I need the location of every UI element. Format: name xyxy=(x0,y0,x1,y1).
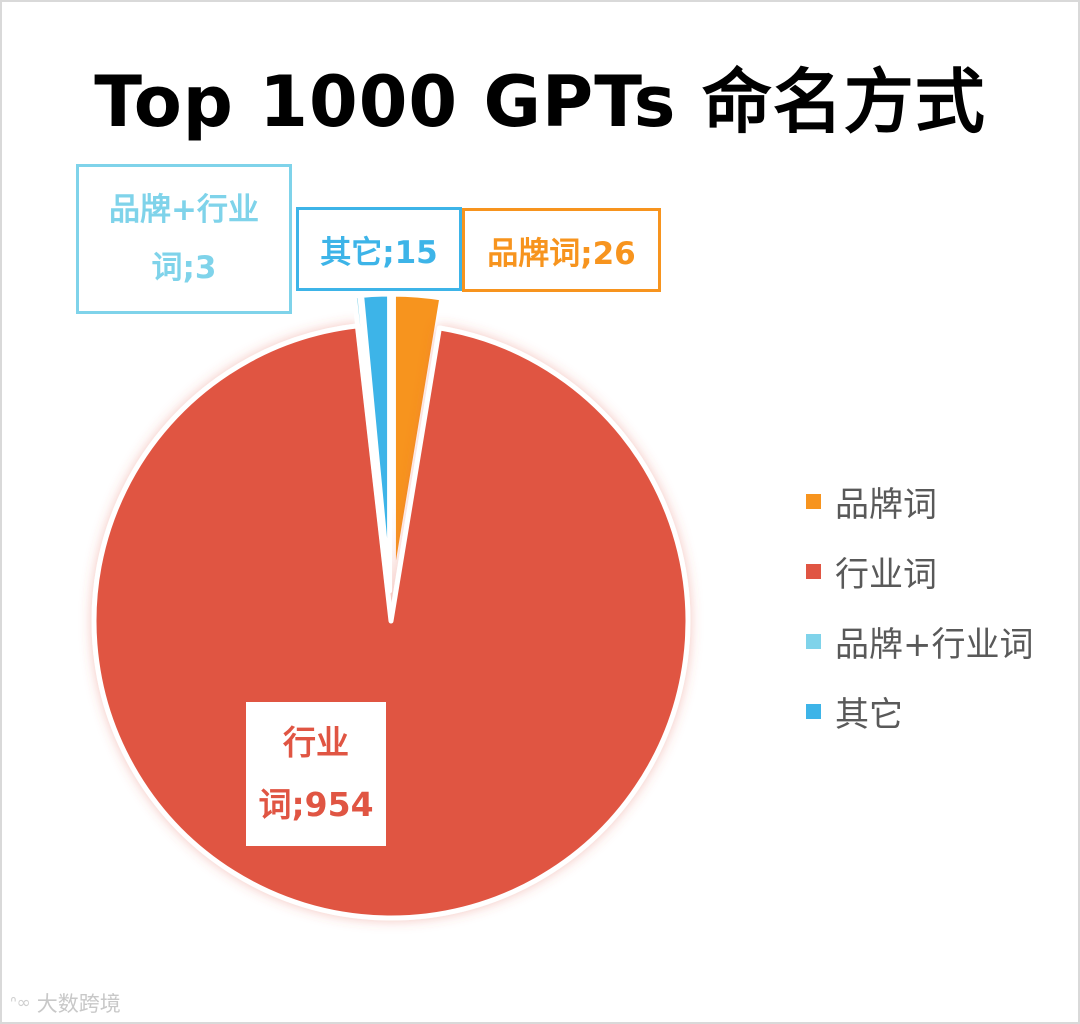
data-label-industry: 行业 词;954 xyxy=(246,702,386,846)
legend-swatch-icon xyxy=(806,633,821,649)
legend-item-brand-industry[interactable]: 品牌+行业词 xyxy=(806,606,1034,676)
legend-swatch-icon xyxy=(806,493,821,509)
pie-slice-industry[interactable] xyxy=(91,323,691,921)
data-label-other: 其它;15 xyxy=(296,207,462,291)
data-label-industry-line1: 行业 xyxy=(283,723,349,762)
watermark-text: 大数跨境 xyxy=(36,992,121,1016)
legend-label: 其它 xyxy=(835,694,903,735)
data-label-industry-line2: 词;954 xyxy=(258,785,374,824)
legend-label: 品牌词 xyxy=(835,484,937,525)
pie-slice-brand[interactable] xyxy=(390,291,445,594)
legend-item-industry[interactable]: 行业词 xyxy=(806,536,1034,606)
legend-swatch-icon xyxy=(806,563,821,579)
data-label-brand-industry-line1: 品牌+行业 xyxy=(109,192,259,228)
watermark: ᐢ∞ 大数跨境 xyxy=(10,988,121,1018)
data-label-brand-industry-line2: 词;3 xyxy=(151,250,217,286)
chart-title: Top 1000 GPTs 命名方式 xyxy=(94,61,986,143)
legend-item-brand[interactable]: 品牌词 xyxy=(806,466,1034,536)
legend-label: 行业词 xyxy=(835,554,937,595)
legend-item-other[interactable]: 其它 xyxy=(806,676,1034,746)
legend-label: 品牌+行业词 xyxy=(835,624,1034,665)
legend: 品牌词 行业词 品牌+行业词 其它 xyxy=(806,466,1034,746)
data-label-brand-industry: 品牌+行业 词;3 xyxy=(76,164,292,314)
watermark-logo-icon: ᐢ∞ xyxy=(10,993,31,1013)
legend-swatch-icon xyxy=(806,703,821,719)
data-label-brand: 品牌词;26 xyxy=(462,208,661,292)
pie-slice-other[interactable] xyxy=(359,291,393,594)
